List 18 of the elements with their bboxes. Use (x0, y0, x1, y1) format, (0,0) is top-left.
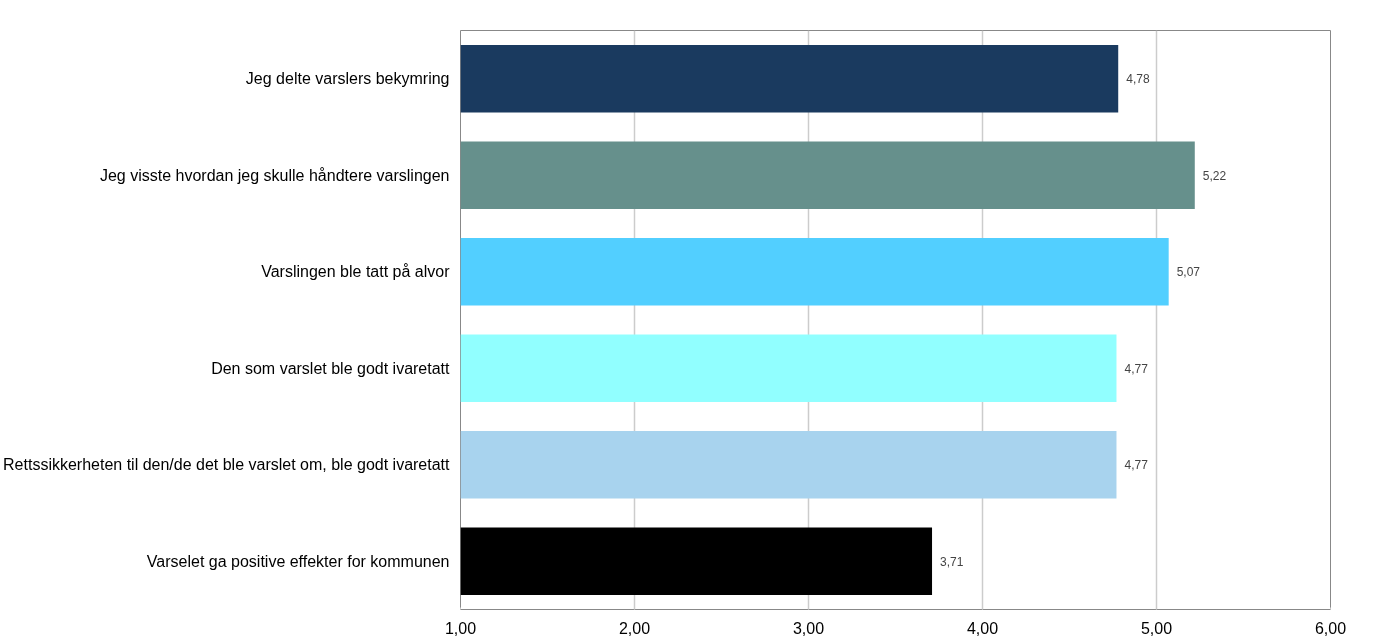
x-tick-label: 2,00 (618, 619, 651, 637)
y-tick-label: Rettssikkerheten til den/de det ble varslet om, ble godt ivaretatt (3, 456, 451, 474)
x-tick-label: 3,00 (792, 619, 825, 637)
data-label: 4,77 (1124, 458, 1149, 473)
y-tick-label: Varselet ga positive effekter for kommunen (146, 552, 450, 570)
x-tick-label: 4,00 (966, 619, 999, 637)
data-label: 5,07 (1176, 265, 1201, 280)
y-tick-label: Varslingen ble tatt på alvor (261, 263, 451, 281)
data-label: 5,22 (1202, 168, 1227, 183)
x-tick-label: 6,00 (1314, 619, 1347, 637)
data-label: 4,77 (1124, 361, 1149, 376)
y-tick-label: Den som varslet ble godt ivaretatt (211, 359, 451, 377)
x-tick-label: 1,00 (444, 619, 477, 637)
y-tick-label: Jeg delte varslers bekymring (245, 70, 450, 88)
x-tick-label: 5,00 (1140, 619, 1173, 637)
y-tick-label: Jeg visste hvordan jeg skulle håndtere varslingen (99, 166, 450, 184)
data-label: 3,71 (940, 554, 964, 569)
data-label: 4,78 (1126, 72, 1150, 87)
